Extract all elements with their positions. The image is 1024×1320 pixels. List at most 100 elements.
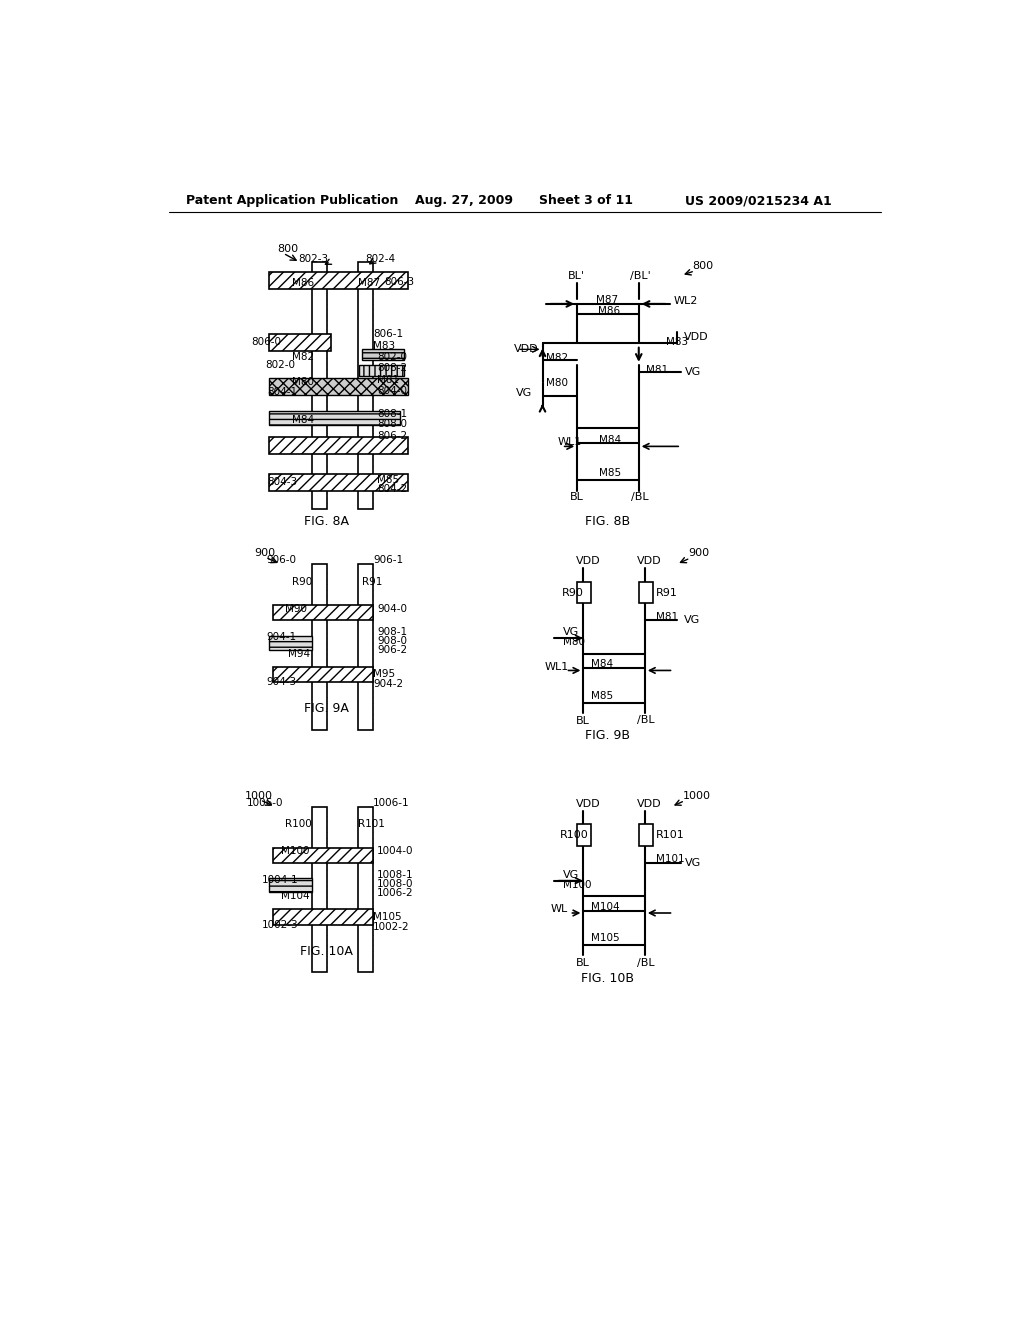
Text: M86: M86 (598, 306, 621, 315)
Text: 904-2: 904-2 (373, 680, 403, 689)
Text: M86: M86 (292, 279, 314, 288)
Text: BL: BL (569, 492, 584, 502)
Text: R100: R100 (285, 820, 311, 829)
Text: M81: M81 (377, 375, 399, 385)
Text: /BL: /BL (637, 715, 654, 726)
Text: BL': BL' (568, 271, 585, 281)
Text: M87: M87 (357, 279, 380, 288)
Text: M81: M81 (655, 611, 678, 622)
Text: 1006-2: 1006-2 (377, 888, 414, 898)
Text: M82: M82 (547, 352, 568, 363)
Text: M94: M94 (289, 648, 310, 659)
Text: Patent Application Publication: Patent Application Publication (186, 194, 398, 207)
Text: 1000: 1000 (683, 791, 711, 801)
Text: /BL: /BL (637, 958, 654, 968)
Text: M85: M85 (591, 690, 613, 701)
Text: 800: 800 (692, 261, 714, 271)
Text: M84: M84 (292, 416, 314, 425)
Text: M85: M85 (377, 475, 399, 486)
Text: 802-4: 802-4 (366, 253, 395, 264)
Text: M104: M104 (591, 902, 620, 912)
Text: WL1: WL1 (545, 661, 569, 672)
Text: VG: VG (563, 627, 580, 638)
Text: /BL: /BL (631, 492, 648, 502)
Text: FIG. 8A: FIG. 8A (304, 515, 349, 528)
Text: R90: R90 (292, 577, 312, 587)
Text: 900: 900 (254, 548, 274, 558)
Text: R100: R100 (560, 830, 589, 841)
Bar (357, 564, 373, 730)
Text: BL: BL (575, 958, 590, 968)
Text: M104: M104 (281, 891, 309, 902)
Text: M85: M85 (599, 467, 621, 478)
Text: VDD: VDD (575, 799, 600, 809)
Text: FIG. 10A: FIG. 10A (300, 945, 353, 958)
Text: VG: VG (563, 870, 580, 879)
Text: 804-0: 804-0 (377, 385, 407, 396)
Text: M105: M105 (591, 933, 620, 944)
Text: WL2: WL2 (674, 296, 697, 306)
Text: R101: R101 (655, 830, 684, 841)
Bar (269, 334, 331, 351)
Text: M101: M101 (655, 854, 684, 865)
Text: 904-3: 904-3 (267, 677, 297, 686)
Text: FIG. 10B: FIG. 10B (582, 972, 635, 985)
Bar (273, 847, 373, 863)
Bar (639, 582, 652, 603)
Text: VG: VG (515, 388, 531, 399)
Text: 1006-0: 1006-0 (247, 797, 283, 808)
Text: M83: M83 (373, 341, 395, 351)
Bar (578, 582, 591, 603)
Text: FIG. 8B: FIG. 8B (586, 515, 631, 528)
Bar (311, 807, 327, 973)
Text: 808-0: 808-0 (377, 418, 407, 429)
Bar (269, 272, 408, 289)
Text: 908-1: 908-1 (377, 627, 408, 638)
Text: M80: M80 (292, 376, 314, 387)
Text: VG: VG (683, 615, 699, 626)
Text: 804-1: 804-1 (267, 387, 298, 397)
Text: 802-0: 802-0 (265, 360, 295, 370)
Bar (357, 807, 373, 973)
Bar (357, 263, 373, 508)
Bar (269, 378, 408, 395)
Bar (269, 411, 400, 425)
Text: M80: M80 (547, 379, 568, 388)
Text: VDD: VDD (637, 556, 662, 566)
Text: 1006-1: 1006-1 (373, 797, 410, 808)
Text: 908-0: 908-0 (377, 636, 407, 647)
Bar (311, 263, 327, 508)
Bar (269, 636, 311, 649)
Text: 804-3: 804-3 (267, 477, 298, 487)
Text: R91: R91 (361, 577, 382, 587)
Text: 806-0: 806-0 (252, 337, 282, 347)
Text: FIG. 9A: FIG. 9A (304, 702, 349, 715)
Bar (273, 667, 373, 682)
Text: 1008-0: 1008-0 (377, 879, 414, 888)
Text: M80: M80 (563, 638, 586, 647)
Text: VG: VG (685, 858, 701, 869)
Text: M84: M84 (591, 659, 613, 669)
Text: Sheet 3 of 11: Sheet 3 of 11 (539, 194, 633, 207)
Bar (639, 825, 652, 846)
Text: WL: WL (550, 904, 567, 915)
Text: M81: M81 (646, 366, 669, 375)
Text: M82: M82 (292, 352, 314, 362)
Text: VG: VG (685, 367, 701, 378)
Text: 802-3: 802-3 (298, 253, 328, 264)
Text: M100: M100 (281, 846, 309, 857)
Text: 904-0: 904-0 (377, 603, 407, 614)
Text: 1004-1: 1004-1 (261, 875, 298, 884)
Bar (273, 605, 373, 620)
Text: 1004-0: 1004-0 (377, 846, 414, 857)
Text: 1002-2: 1002-2 (373, 921, 410, 932)
Text: 808-2: 808-2 (377, 363, 408, 372)
Bar (269, 878, 311, 892)
Bar (359, 364, 403, 376)
Text: 804-2: 804-2 (377, 484, 408, 495)
Text: 904-1: 904-1 (267, 632, 297, 643)
Text: 1008-1: 1008-1 (377, 870, 414, 879)
Text: 900: 900 (688, 548, 710, 558)
Text: 806-2: 806-2 (377, 430, 408, 441)
Text: M95: M95 (373, 669, 395, 680)
